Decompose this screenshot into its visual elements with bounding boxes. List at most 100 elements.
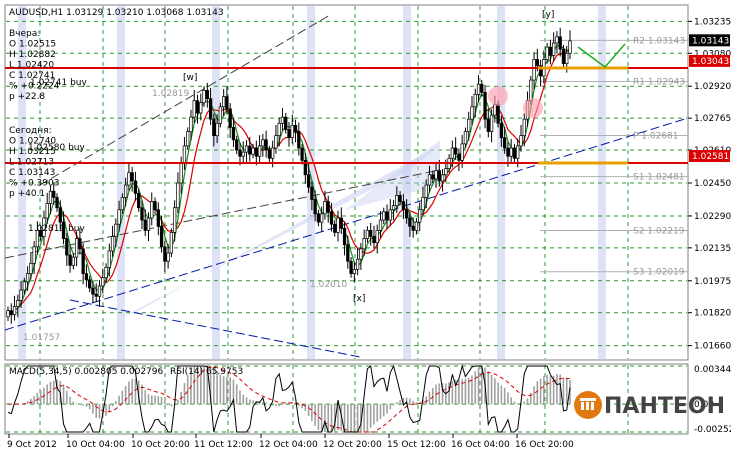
candle-body — [156, 209, 160, 227]
candle-body — [320, 213, 324, 223]
price-tag-label: 1.03043 — [692, 57, 729, 67]
pivot-label: S2 1.02219 — [633, 227, 685, 237]
candle-body — [424, 184, 428, 198]
candle-body — [369, 230, 373, 237]
pivot-label: R1 1.02943 — [633, 78, 685, 88]
candle-body — [450, 147, 455, 159]
candle-body — [463, 131, 468, 145]
candle-body — [493, 104, 497, 116]
candle-body — [339, 217, 343, 229]
candle-body — [225, 96, 229, 110]
rsi-line — [7, 364, 571, 433]
pivot-label: S1 1.02481 — [633, 173, 685, 183]
candle-body — [241, 151, 245, 157]
today-line: % +0.3903 — [9, 179, 59, 189]
price-tag-label: 1.03143 — [692, 36, 729, 46]
candle-body — [101, 277, 105, 287]
buy-label-2: 1.02580 buy — [28, 143, 85, 153]
candle-body — [453, 147, 458, 155]
today-line: O 1.02740 — [9, 137, 56, 147]
time-tick-label: 12 Oct 04:00 — [259, 440, 318, 450]
candle-body — [349, 260, 353, 274]
candle-body — [130, 172, 134, 182]
candle-body — [192, 100, 196, 118]
today-line: C 1.03143 — [9, 168, 55, 178]
candle-body — [434, 170, 438, 180]
time-tick-label: 16 Oct 04:00 — [451, 440, 510, 450]
price-tick-label: 1.02135 — [694, 244, 731, 254]
candle-body — [499, 122, 504, 139]
candle-body — [29, 262, 33, 274]
candle-body — [310, 186, 314, 200]
highlight-circle-2 — [523, 98, 543, 118]
time-tick-label: 12 Oct 20:00 — [323, 440, 382, 450]
candle-body — [391, 205, 396, 211]
time-tick-label: 9 Oct 2012 — [7, 440, 57, 450]
candle-body — [342, 227, 347, 246]
trendline-lower — [69, 299, 361, 358]
candle-body — [274, 135, 278, 149]
candle-body — [22, 281, 26, 291]
candle-body — [39, 230, 43, 237]
price-axis: 1.032351.030801.029201.027651.026101.024… — [688, 17, 731, 352]
candle-body — [418, 209, 422, 223]
candle-body — [284, 116, 288, 130]
candle-body — [503, 137, 507, 149]
candle-body — [522, 118, 526, 136]
candle-body — [329, 211, 334, 225]
candle-body — [97, 285, 102, 297]
yesterday-line: O 1.02515 — [9, 40, 56, 50]
candle-body — [114, 223, 118, 237]
macd-signal-line — [8, 366, 571, 433]
wave-label-y: [y] — [542, 10, 554, 20]
candle-body — [421, 197, 425, 211]
candle-body — [267, 149, 272, 159]
candle-body — [58, 207, 62, 223]
candle-body — [88, 279, 92, 289]
candle-body — [218, 106, 223, 124]
price-tick-label: 1.03235 — [694, 17, 731, 27]
candle-body — [440, 174, 445, 182]
candle-body — [323, 201, 327, 215]
candle-body — [120, 197, 125, 211]
candle-body — [48, 190, 53, 204]
candle-body — [182, 145, 187, 163]
low-label: 1.01757 — [23, 333, 60, 343]
candle-body — [395, 195, 399, 206]
candle-body — [55, 197, 59, 209]
candle-body — [25, 273, 30, 283]
candle-body — [133, 180, 138, 194]
trendline-support — [4, 117, 689, 331]
macd-tick-label: 0.00 — [694, 400, 714, 410]
time-tick-label: 16 Oct 20:00 — [515, 440, 574, 450]
candle-body — [261, 139, 265, 147]
wave-label-x: [x] — [353, 294, 365, 304]
candle-body — [297, 131, 301, 149]
wave-label-w: [w] — [183, 73, 197, 83]
candle-body — [480, 83, 484, 93]
candle-body — [91, 287, 95, 295]
candle-body — [166, 252, 170, 262]
candle-body — [68, 254, 72, 266]
candle-body — [71, 256, 75, 266]
candle-body — [117, 209, 121, 225]
candle-body — [222, 96, 226, 108]
macd-tick-label: 0.003441 — [694, 365, 731, 375]
candle-body — [532, 59, 536, 81]
candle-body — [163, 246, 167, 262]
candle-body — [78, 238, 82, 250]
candle-body — [535, 59, 539, 66]
candle-body — [489, 114, 494, 132]
time-tick-label: 15 Oct 12:00 — [387, 440, 446, 450]
logo-text: ПАНТЕОН — [604, 394, 725, 419]
candle-body — [290, 125, 294, 139]
candle-body — [189, 116, 193, 132]
forecast-check — [577, 43, 626, 69]
candle-body — [467, 118, 471, 132]
candle-body — [238, 149, 242, 157]
candle-body — [172, 207, 177, 233]
price-tick-label: 1.02765 — [694, 114, 731, 124]
pivot-label: S3 1.02019 — [633, 268, 685, 278]
